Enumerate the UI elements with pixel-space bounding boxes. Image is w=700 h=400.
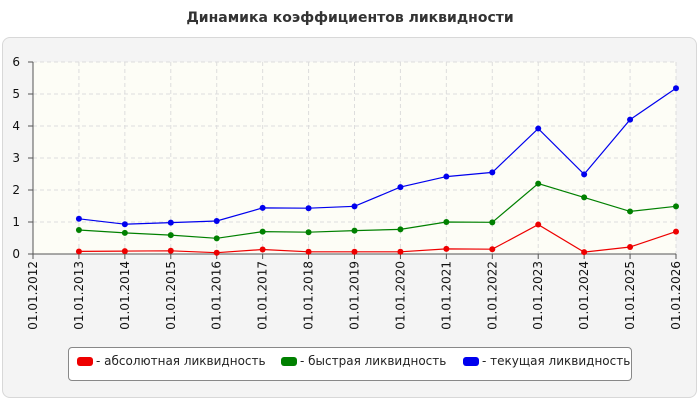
y-tick-labels: 0 1 2 3 4 5 6 xyxy=(12,55,33,261)
series-point-2 xyxy=(443,173,450,180)
y-tick-label: 3 xyxy=(12,151,20,165)
legend-item-absolute: - абсолютная ликвидность xyxy=(77,354,266,368)
x-tick-label: 01.01.2023 xyxy=(531,261,545,330)
x-tick-label: 01.01.2026 xyxy=(669,261,683,330)
series-point-0 xyxy=(75,248,82,255)
series-point-1 xyxy=(581,194,588,201)
series-lines xyxy=(78,87,677,254)
series-point-2 xyxy=(167,219,174,226)
series-line-2 xyxy=(78,87,677,225)
y-tick-label: 4 xyxy=(12,119,20,133)
series-point-0 xyxy=(259,246,266,253)
y-tick-label: 0 xyxy=(12,247,20,261)
series-point-1 xyxy=(305,229,312,236)
legend-label-current: - текущая ликвидность xyxy=(482,354,631,368)
legend: - абсолютная ликвидность - быстрая ликви… xyxy=(68,347,632,381)
series-point-0 xyxy=(121,248,128,255)
series-point-1 xyxy=(535,180,542,187)
x-tick-label: 01.01.2024 xyxy=(577,261,591,330)
x-tick-label: 01.01.2017 xyxy=(256,261,270,330)
legend-label-quick: - быстрая ликвидность xyxy=(300,354,447,368)
series-point-2 xyxy=(213,218,220,225)
series-point-1 xyxy=(75,227,82,233)
series-point-2 xyxy=(397,184,404,191)
series-point-2 xyxy=(305,205,312,212)
series-point-2 xyxy=(627,116,634,123)
y-tick-label: 6 xyxy=(12,55,20,69)
series-point-0 xyxy=(305,248,312,255)
series-point-0 xyxy=(673,228,679,235)
x-tick-label: 01.01.2020 xyxy=(393,261,407,330)
y-tick-label: 1 xyxy=(12,215,20,229)
series-point-1 xyxy=(351,227,358,234)
series-point-0 xyxy=(627,243,634,250)
x-tick-label: 01.01.2012 xyxy=(26,261,40,330)
series-point-0 xyxy=(167,247,174,254)
grid-lines xyxy=(33,61,677,254)
series-points xyxy=(75,85,679,256)
x-tick-label: 01.01.2014 xyxy=(118,261,132,330)
x-tick-label: 01.01.2021 xyxy=(439,261,453,330)
series-point-1 xyxy=(673,203,679,210)
series-point-2 xyxy=(535,125,542,132)
series-point-0 xyxy=(213,249,220,256)
series-point-0 xyxy=(581,249,588,256)
legend-swatch-red xyxy=(77,356,93,366)
chart-title: Динамика коэффициентов ликвидности xyxy=(186,10,514,26)
legend-item-quick: - быстрая ликвидность xyxy=(281,354,446,368)
series-point-1 xyxy=(627,208,634,215)
legend-swatch-green xyxy=(281,356,297,366)
series-point-0 xyxy=(351,248,358,255)
series-point-2 xyxy=(75,215,82,222)
series-point-2 xyxy=(121,221,128,228)
x-tick-label: 01.01.2016 xyxy=(210,261,224,330)
series-point-2 xyxy=(489,169,496,176)
series-point-1 xyxy=(121,229,128,236)
x-tick-labels: 01.01.2012 01.01.2013 01.01.2014 01.01.2015… xyxy=(26,254,683,330)
legend-swatch-blue xyxy=(463,356,479,366)
legend-label-absolute: - абсолютная ликвидность xyxy=(96,354,266,368)
series-point-0 xyxy=(489,246,496,253)
legend-item-current: - текущая ликвидность xyxy=(463,354,630,368)
x-tick-label: 01.01.2025 xyxy=(623,261,637,330)
series-point-1 xyxy=(259,228,266,235)
series-point-1 xyxy=(213,235,220,242)
series-line-0 xyxy=(78,223,677,254)
y-tick-label: 2 xyxy=(12,183,20,197)
x-tick-label: 01.01.2019 xyxy=(348,261,362,330)
series-point-2 xyxy=(673,85,679,92)
x-tick-label: 01.01.2018 xyxy=(302,261,316,330)
series-line-1 xyxy=(78,182,677,239)
series-point-0 xyxy=(397,248,404,255)
series-point-0 xyxy=(443,245,450,252)
x-tick-label: 01.01.2013 xyxy=(72,261,86,330)
series-point-2 xyxy=(259,204,266,211)
series-point-2 xyxy=(581,171,588,178)
series-point-1 xyxy=(443,219,450,225)
x-tick-label: 01.01.2022 xyxy=(485,261,499,330)
y-tick-label: 5 xyxy=(12,87,20,101)
series-point-0 xyxy=(535,221,542,228)
series-point-1 xyxy=(167,232,174,239)
series-point-1 xyxy=(489,219,496,226)
x-tick-label: 01.01.2015 xyxy=(164,261,178,330)
series-point-2 xyxy=(351,203,358,210)
series-point-1 xyxy=(397,226,404,233)
